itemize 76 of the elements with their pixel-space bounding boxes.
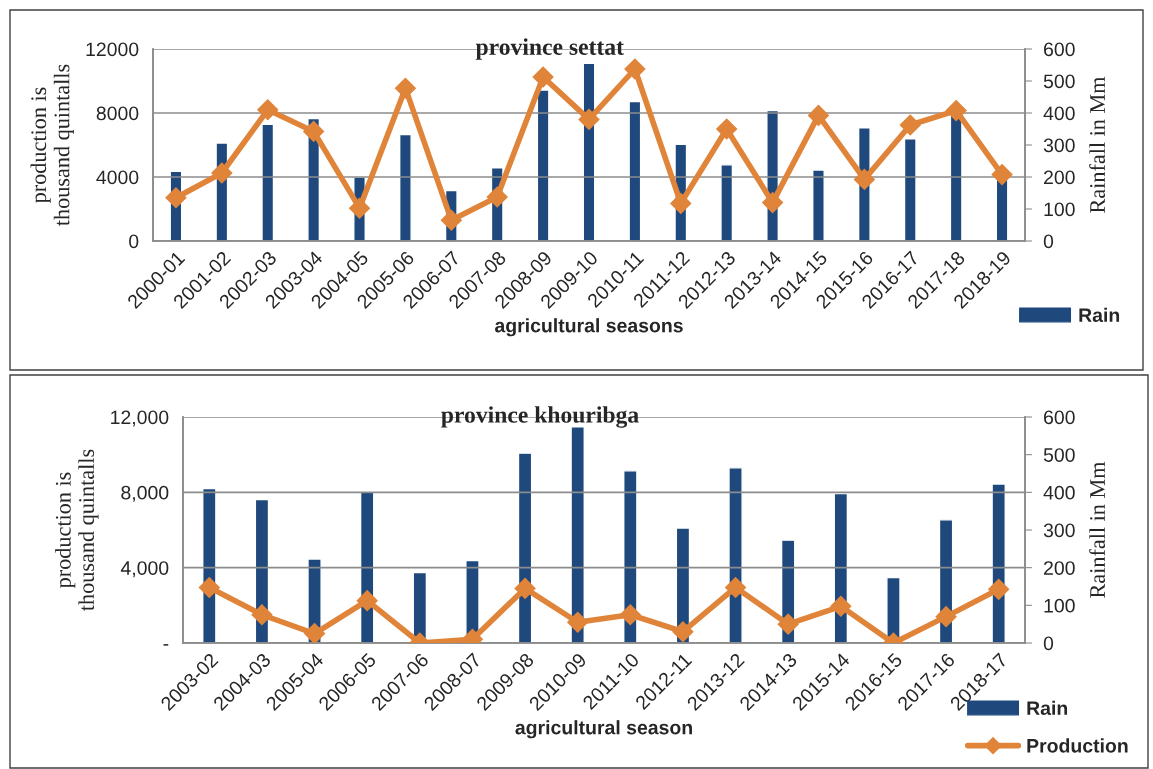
point bbox=[211, 162, 233, 184]
point bbox=[669, 192, 692, 215]
point bbox=[356, 589, 378, 612]
bar bbox=[812, 169, 825, 241]
point bbox=[165, 187, 187, 209]
point bbox=[303, 622, 326, 643]
y-tick-label: 4,000 bbox=[120, 561, 169, 578]
bar bbox=[720, 164, 734, 241]
point bbox=[624, 58, 646, 80]
y-tick-label: 8,000 bbox=[121, 485, 169, 502]
y2-tick-label: 200 bbox=[1044, 170, 1075, 185]
point bbox=[899, 114, 922, 136]
y2-tick-label: 0 bbox=[1043, 636, 1054, 651]
point bbox=[672, 620, 694, 643]
point bbox=[987, 578, 1010, 601]
bar bbox=[728, 467, 743, 643]
point bbox=[256, 99, 279, 121]
y2-axis-title: Rainfall in Mm bbox=[1089, 461, 1106, 598]
y2-tick-label: 400 bbox=[1043, 485, 1075, 500]
point bbox=[761, 191, 784, 214]
y-axis-title: production is thousand quintalls bbox=[55, 449, 99, 611]
y2-tick-label: 300 bbox=[1043, 138, 1075, 153]
y2-axis-title: Rainfall in Mm bbox=[1089, 76, 1106, 213]
y2-tick-label: 100 bbox=[1044, 202, 1075, 217]
point bbox=[578, 108, 600, 131]
y2-tick-label: 300 bbox=[1043, 523, 1075, 538]
y-tick-label: 4000 bbox=[96, 170, 139, 185]
y-tick-label: - bbox=[163, 644, 169, 646]
point bbox=[198, 576, 221, 599]
point bbox=[486, 186, 509, 208]
point bbox=[830, 595, 852, 618]
bar bbox=[628, 100, 642, 241]
bar bbox=[991, 483, 1006, 643]
legend-label: Rain bbox=[1079, 307, 1120, 323]
y2-tick-label: 100 bbox=[1044, 598, 1075, 613]
bar bbox=[261, 123, 275, 241]
point bbox=[251, 603, 273, 626]
y-tick-label: 12,000 bbox=[111, 410, 169, 427]
point bbox=[991, 163, 1013, 186]
y2-tick-label: 600 bbox=[1044, 42, 1075, 57]
point bbox=[619, 603, 642, 626]
y2-tick-label: 400 bbox=[1043, 106, 1075, 121]
bar bbox=[903, 138, 917, 241]
point bbox=[715, 118, 738, 140]
point bbox=[514, 577, 536, 600]
point bbox=[566, 611, 589, 634]
point bbox=[777, 613, 799, 635]
point bbox=[724, 576, 747, 599]
legend-label: Production bbox=[1027, 738, 1128, 753]
x-axis-title: agricultural season bbox=[515, 720, 692, 739]
chart-title: province settat bbox=[475, 38, 624, 60]
point bbox=[935, 605, 957, 628]
y2-tick-label: 500 bbox=[1043, 448, 1075, 462]
point bbox=[532, 66, 554, 88]
bar bbox=[536, 89, 550, 241]
bar bbox=[623, 470, 638, 643]
x-axis-title: agricultural seasons bbox=[495, 318, 683, 337]
legend-label: Rain bbox=[1027, 700, 1068, 716]
bar bbox=[398, 133, 412, 241]
y2-tick-label: 500 bbox=[1043, 74, 1075, 89]
point bbox=[807, 104, 830, 127]
point bbox=[394, 77, 417, 99]
y2-tick-label: 600 bbox=[1044, 410, 1075, 425]
point bbox=[853, 168, 876, 191]
bar bbox=[570, 426, 585, 643]
y-tick-label: 8000 bbox=[96, 106, 139, 121]
y2-tick-label: 200 bbox=[1044, 561, 1075, 575]
y-axis-title: production is thousand quintalls bbox=[30, 64, 74, 226]
point bbox=[945, 99, 967, 122]
chart-title: province khouribga bbox=[441, 406, 639, 428]
y2-tick-label: 0 bbox=[1043, 234, 1054, 249]
y-tick-label: 12000 bbox=[86, 42, 139, 57]
y-tick-label: 0 bbox=[129, 234, 139, 249]
point bbox=[302, 120, 325, 143]
point bbox=[440, 209, 463, 231]
point bbox=[348, 197, 371, 219]
